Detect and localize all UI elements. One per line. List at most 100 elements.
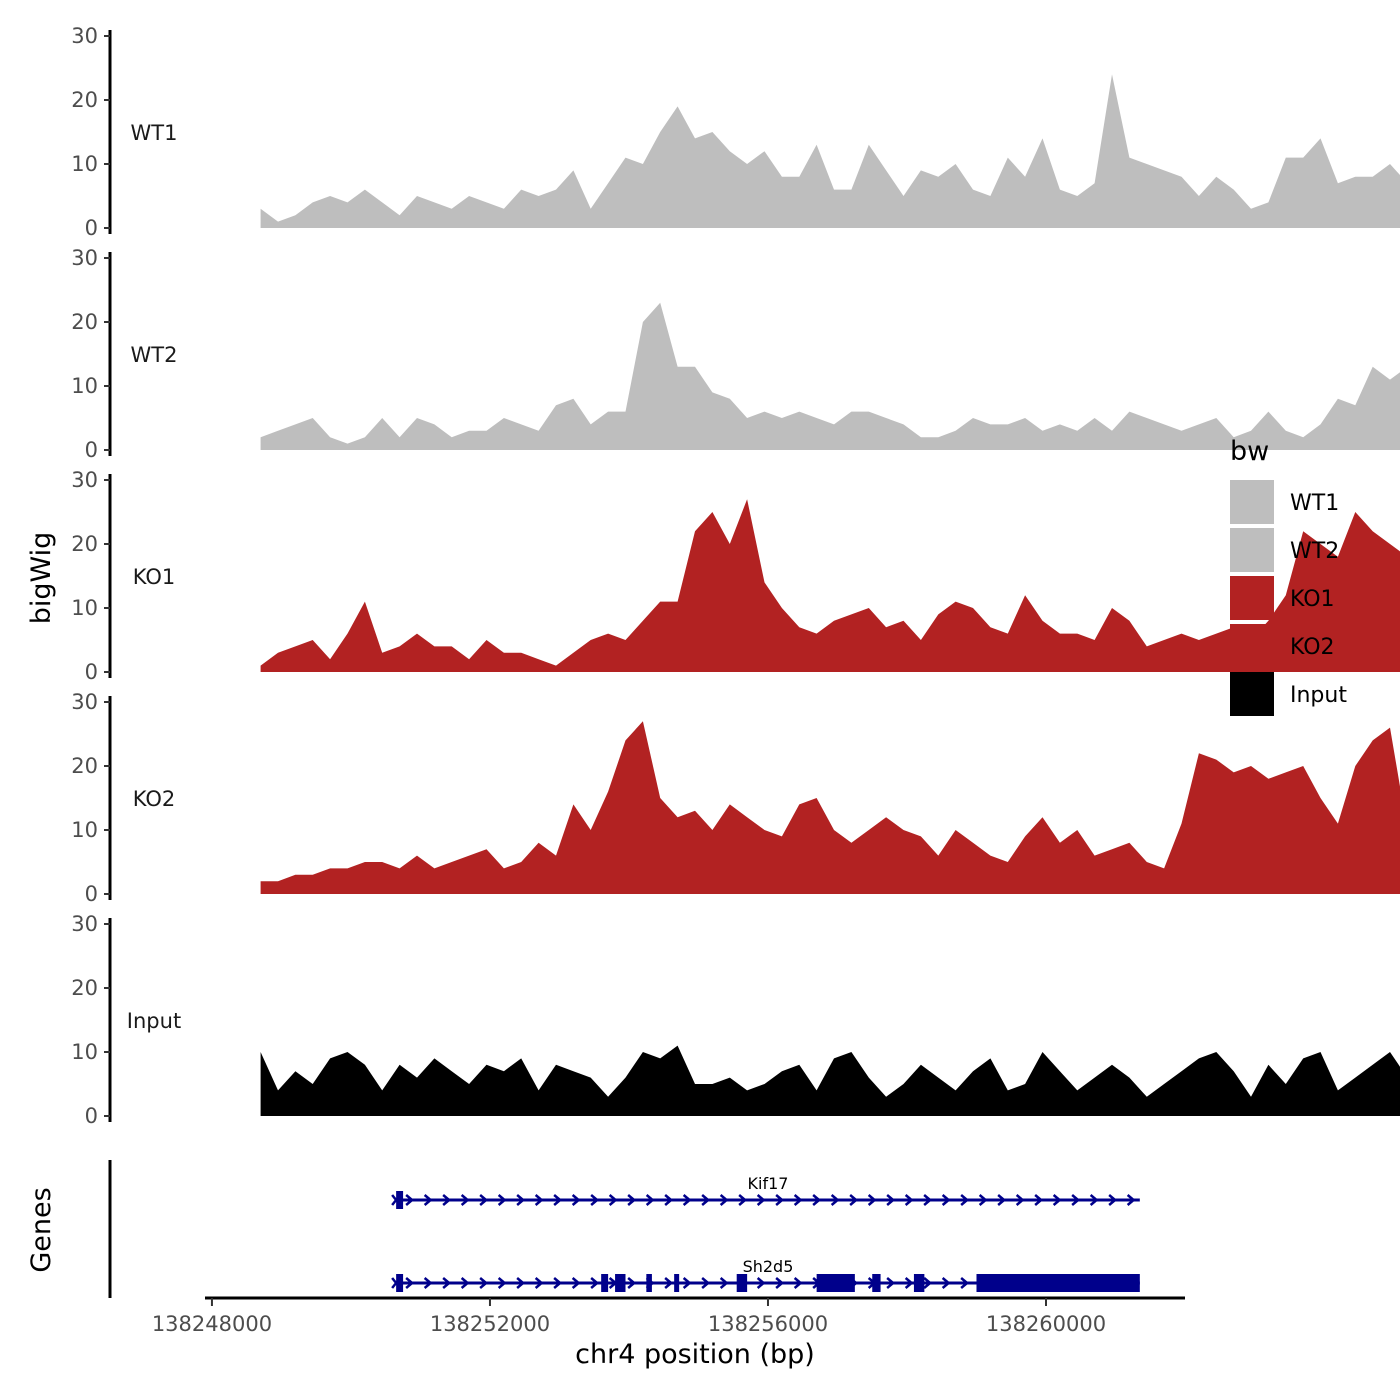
strand-arrow [516, 1194, 526, 1206]
strand-arrow [590, 1277, 600, 1289]
y-tick-label: 20 [71, 88, 98, 112]
y-tick-label: 0 [85, 882, 98, 906]
strand-arrow [645, 1194, 655, 1206]
strand-arrow [1108, 1194, 1118, 1206]
track-ko2: 0 10 20 30 KO2 [71, 690, 1400, 906]
strand-arrow [941, 1277, 951, 1289]
y-tick-label: 0 [85, 660, 98, 684]
y-tick-label: 20 [71, 532, 98, 556]
strand-arrow [904, 1277, 914, 1289]
legend-label: WT1 [1290, 491, 1339, 516]
strand-arrow [719, 1277, 729, 1289]
strand-arrow [1071, 1194, 1081, 1206]
x-tick-label: 138248000 [152, 1312, 272, 1336]
strand-arrow [719, 1194, 729, 1206]
legend-title: bw [1230, 436, 1269, 467]
exon [872, 1274, 881, 1292]
gene-label-kif17: Kif17 [748, 1174, 789, 1193]
track-label-wt2: WT2 [131, 343, 178, 367]
strand-arrow [886, 1194, 896, 1206]
legend-label: Input [1290, 683, 1347, 708]
y-tick-label: 30 [71, 468, 98, 492]
y-tick-label: 20 [71, 754, 98, 778]
strand-arrow [571, 1194, 581, 1206]
legend-swatch [1230, 672, 1274, 716]
x-tick-label: 138260000 [986, 1312, 1106, 1336]
strand-arrow [1126, 1194, 1136, 1206]
strand-arrow [867, 1194, 877, 1206]
strand-arrow [442, 1194, 452, 1206]
strand-arrow [423, 1194, 433, 1206]
x-axis: 138248000 138252000 138256000 138260000 [152, 1296, 1185, 1336]
strand-arrow [608, 1194, 618, 1206]
exon [396, 1274, 404, 1292]
y-tick-label: 10 [71, 818, 98, 842]
track-label-wt1: WT1 [131, 121, 178, 145]
strand-arrow [886, 1277, 896, 1289]
strand-arrow [775, 1277, 785, 1289]
y-tick-label: 30 [71, 246, 98, 270]
strand-arrow [682, 1194, 692, 1206]
y-tick-label: 30 [71, 912, 98, 936]
strand-arrow [904, 1194, 914, 1206]
strand-arrow [627, 1277, 637, 1289]
y-tick-label: 20 [71, 310, 98, 334]
genes-layer: Kif17 Sh2d5 [108, 1160, 1140, 1298]
area-ko1 [260, 499, 1400, 672]
strand-arrow [553, 1194, 563, 1206]
y-tick-label: 30 [71, 690, 98, 714]
exon [736, 1274, 748, 1292]
track-label-ko1: KO1 [133, 565, 176, 589]
strand-arrow [960, 1194, 970, 1206]
strand-arrow [997, 1194, 1007, 1206]
strand-arrow [497, 1277, 507, 1289]
strand-arrow [497, 1194, 507, 1206]
area-wt2 [260, 302, 1400, 450]
legend-swatch [1230, 576, 1274, 620]
legend-label: WT2 [1290, 539, 1339, 564]
strand-arrow [479, 1194, 489, 1206]
track-wt2: 0 10 20 30 WT2 [71, 246, 1400, 462]
y-tick-label: 10 [71, 596, 98, 620]
exon [674, 1274, 680, 1292]
strand-arrow [960, 1277, 970, 1289]
track-input: 0 10 20 30 Input [71, 912, 1400, 1128]
strand-arrow [423, 1277, 433, 1289]
strand-arrow [793, 1277, 803, 1289]
y-tick-label: 20 [71, 976, 98, 1000]
strand-arrow [923, 1194, 933, 1206]
legend-item-ko1: KO1 [1230, 576, 1335, 620]
strand-arrow [701, 1194, 711, 1206]
exon [601, 1274, 609, 1292]
strand-arrow [701, 1277, 711, 1289]
exon [615, 1274, 626, 1292]
strand-arrow [849, 1194, 859, 1206]
strand-arrow [756, 1277, 766, 1289]
track-label-ko2: KO2 [133, 787, 176, 811]
strand-arrow [460, 1194, 470, 1206]
y-axis-title: bigWig [26, 532, 57, 625]
y-tick-label: 0 [85, 1104, 98, 1128]
strand-arrow [738, 1194, 748, 1206]
strand-arrow [627, 1194, 637, 1206]
exon [396, 1191, 404, 1209]
y-tick-label: 0 [85, 216, 98, 240]
strand-arrow [978, 1194, 988, 1206]
legend-swatch [1230, 528, 1274, 572]
strand-arrow [534, 1194, 544, 1206]
track-ko1: 0 10 20 30 KO1 [71, 468, 1400, 684]
strand-arrow [793, 1194, 803, 1206]
area-input [260, 1045, 1400, 1116]
strand-arrow [775, 1194, 785, 1206]
strand-arrow [923, 1277, 933, 1289]
y-tick-label: 10 [71, 152, 98, 176]
strand-arrow [405, 1194, 415, 1206]
strand-arrow [460, 1277, 470, 1289]
strand-arrow [553, 1277, 563, 1289]
y-tick-label: 10 [71, 1040, 98, 1064]
strand-arrow [664, 1277, 674, 1289]
genes-axis-title: Genes [26, 1187, 57, 1272]
gene-label-sh2d5: Sh2d5 [743, 1257, 794, 1276]
